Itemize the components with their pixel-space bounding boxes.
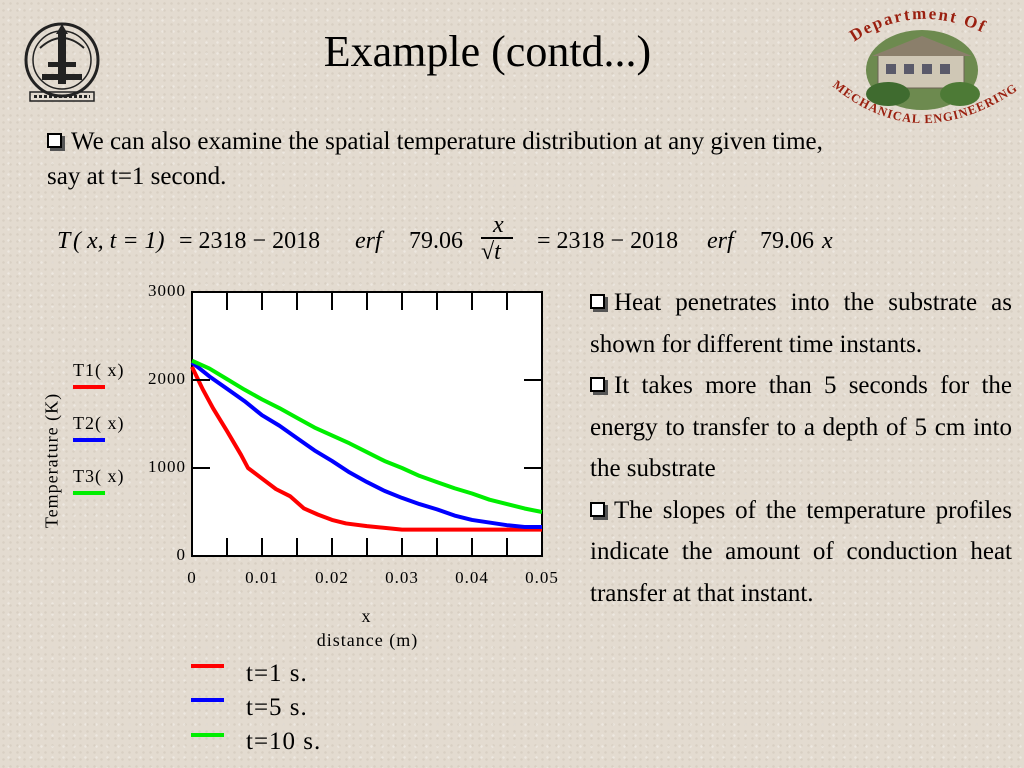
eq-erf2: erf xyxy=(707,228,734,254)
x-tick-label: 0.05 xyxy=(525,568,559,587)
bullet-1: Heat penetrates into the substrate as sh… xyxy=(590,282,1012,365)
eq-args: ( x, t = 1) xyxy=(73,228,165,254)
x-tick-label: 0.04 xyxy=(455,568,489,587)
institute-emblem xyxy=(20,18,104,104)
bullet-3-text: The slopes of the temperature profiles i… xyxy=(590,496,1012,607)
right-bullets: Heat penetrates into the substrate as sh… xyxy=(590,282,1012,614)
bottom-legend-t5: t=5 s. xyxy=(246,694,308,721)
y-tick-label: 0 xyxy=(176,545,186,564)
eq-coef1: 79.06 xyxy=(409,228,463,254)
series-line-1 xyxy=(190,365,542,532)
eq-var2: x xyxy=(822,228,833,254)
legend-label-t3: T3( x) xyxy=(73,466,125,486)
chart-svg xyxy=(190,291,543,557)
intro-text: We can also examine the spatial temperat… xyxy=(47,128,823,190)
temperature-chart: 3000 2000 1000 0 0 0.01 0.02 0.03 0.04 0.05 Temp… xyxy=(0,270,590,670)
x-tick-label: 0 xyxy=(187,568,197,587)
checkbox-bullet-icon xyxy=(47,133,62,148)
eq-erf1: erf xyxy=(355,228,382,254)
department-logo: Department Of MECHANICAL ENGINEERING xyxy=(826,4,1022,130)
eq-coef2: 79.06 xyxy=(760,228,814,254)
eq-rhs2: = 2318 − 2018 xyxy=(537,228,679,254)
legend-label-t2: T2( x) xyxy=(73,413,125,433)
y-tick-label: 2000 xyxy=(148,369,186,388)
bullet-2: It takes more than 5 seconds for the ene… xyxy=(590,365,1012,490)
plot-area xyxy=(191,291,543,557)
series-line-2 xyxy=(190,360,542,529)
eq-frac-num: x xyxy=(493,212,504,238)
bottom-legend-swatch-red xyxy=(191,664,224,668)
eq-rhs1: = 2318 − 2018 xyxy=(179,228,321,254)
checkbox-bullet-icon xyxy=(590,377,605,392)
checkbox-bullet-icon xyxy=(590,501,605,517)
legend-swatch-t1 xyxy=(73,385,105,389)
bottom-legend-swatch-green xyxy=(191,733,224,737)
x-axis-label-2: distance (m) xyxy=(316,630,419,650)
intro-bullet: We can also examine the spatial temperat… xyxy=(47,124,847,194)
series-line-3 xyxy=(191,358,543,514)
checkbox-bullet-icon xyxy=(590,294,605,309)
bullet-3: The slopes of the temperature profiles i… xyxy=(590,490,1012,615)
bullet-2-text: It takes more than 5 seconds for the ene… xyxy=(590,372,1012,482)
bottom-legend-swatch-blue xyxy=(191,698,224,702)
bullet-1-text: Heat penetrates into the substrate as sh… xyxy=(590,289,1012,358)
legend-swatch-t2 xyxy=(73,438,105,442)
x-tick-label: 0.02 xyxy=(315,568,349,587)
y-axis-label: Temperature (K) xyxy=(41,392,62,529)
y-tick-label: 1000 xyxy=(148,457,186,476)
eq-frac-den: √t xyxy=(481,239,501,265)
legend-label-t1: T1( x) xyxy=(73,360,125,380)
x-tick-label: 0.01 xyxy=(245,568,279,587)
bottom-legend-t10: t=10 s. xyxy=(246,728,322,755)
x-axis-label: x xyxy=(361,606,371,626)
x-tick-label: 0.03 xyxy=(385,568,419,587)
legend-swatch-t3 xyxy=(73,491,105,495)
y-tick-label: 3000 xyxy=(148,281,186,300)
slide-title: Example (contd...) xyxy=(323,27,652,76)
bottom-legend-t1: t=1 s. xyxy=(246,660,308,687)
eq-T: T xyxy=(57,228,71,254)
